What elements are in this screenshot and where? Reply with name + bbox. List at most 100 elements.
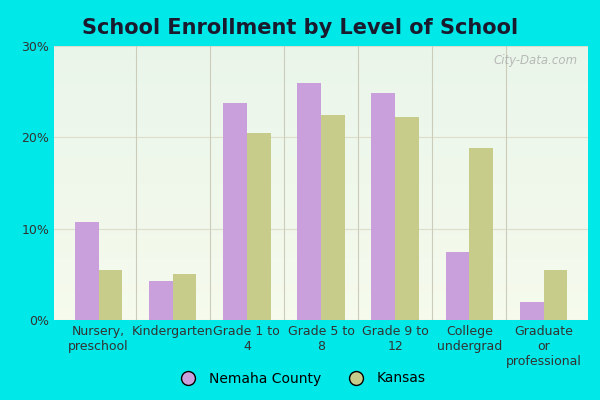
Bar xyxy=(54,68,588,69)
Bar xyxy=(54,52,588,53)
Bar xyxy=(54,142,588,143)
Bar xyxy=(54,269,588,271)
Bar xyxy=(54,75,588,76)
Bar xyxy=(54,146,588,147)
Bar xyxy=(54,130,588,131)
Bar xyxy=(54,195,588,197)
Bar xyxy=(173,274,196,320)
Bar xyxy=(54,295,588,297)
Bar xyxy=(98,270,122,320)
Bar xyxy=(54,209,588,210)
Bar xyxy=(54,234,588,235)
Bar xyxy=(54,102,588,104)
Bar xyxy=(54,290,588,291)
Bar xyxy=(54,73,588,75)
Bar xyxy=(54,132,588,134)
Bar xyxy=(54,254,588,256)
Bar xyxy=(54,65,588,66)
Bar xyxy=(54,174,588,175)
Bar xyxy=(54,220,588,221)
Bar xyxy=(54,112,588,113)
Bar xyxy=(54,56,588,57)
Bar xyxy=(54,136,588,138)
Bar xyxy=(54,60,588,61)
Bar xyxy=(54,66,588,68)
Bar xyxy=(54,143,588,145)
Bar xyxy=(54,134,588,135)
Bar xyxy=(54,208,588,209)
Bar xyxy=(54,110,588,112)
Bar xyxy=(54,172,588,174)
Bar xyxy=(54,278,588,279)
Bar xyxy=(54,168,588,169)
Bar xyxy=(54,212,588,213)
Bar xyxy=(54,87,588,88)
Bar xyxy=(54,127,588,128)
Bar xyxy=(54,272,588,274)
Bar xyxy=(54,153,588,154)
Bar xyxy=(54,53,588,54)
Bar xyxy=(54,271,588,272)
Bar xyxy=(54,287,588,288)
Bar xyxy=(54,178,588,179)
Bar xyxy=(54,169,588,171)
Bar xyxy=(54,257,588,258)
Bar xyxy=(54,236,588,238)
Bar xyxy=(54,69,588,71)
Bar xyxy=(54,262,588,264)
Bar xyxy=(54,260,588,261)
Bar xyxy=(54,242,588,243)
Bar xyxy=(54,202,588,204)
Bar xyxy=(54,268,588,269)
Bar xyxy=(54,46,588,47)
Bar xyxy=(54,310,588,312)
Bar xyxy=(54,205,588,206)
Bar xyxy=(54,157,588,158)
Bar xyxy=(54,294,588,295)
Bar xyxy=(54,297,588,298)
Bar xyxy=(54,312,588,313)
Bar xyxy=(54,247,588,249)
Bar xyxy=(54,175,588,176)
Bar xyxy=(54,184,588,186)
Bar xyxy=(54,79,588,80)
Bar xyxy=(54,302,588,304)
Bar xyxy=(54,91,588,92)
Bar xyxy=(54,316,588,317)
Bar xyxy=(54,123,588,124)
Bar xyxy=(54,149,588,150)
Bar xyxy=(54,238,588,239)
Bar xyxy=(54,249,588,250)
Bar xyxy=(54,204,588,205)
Bar xyxy=(54,86,588,87)
Bar xyxy=(54,165,588,166)
Bar xyxy=(54,243,588,245)
Bar xyxy=(54,210,588,212)
Bar xyxy=(54,230,588,231)
Bar xyxy=(54,188,588,190)
Bar xyxy=(54,180,588,182)
Bar xyxy=(54,252,588,253)
Bar xyxy=(54,61,588,62)
Bar xyxy=(54,308,588,309)
Bar xyxy=(54,139,588,140)
Bar xyxy=(54,49,588,50)
Bar xyxy=(395,117,419,320)
Bar xyxy=(54,120,588,121)
Bar xyxy=(54,306,588,308)
Bar xyxy=(54,200,588,201)
Bar xyxy=(54,246,588,247)
Bar xyxy=(544,270,567,320)
Bar xyxy=(54,231,588,232)
Bar xyxy=(54,283,588,284)
Bar xyxy=(54,128,588,130)
Bar xyxy=(54,101,588,102)
Bar xyxy=(54,152,588,153)
Bar xyxy=(54,190,588,191)
Bar xyxy=(54,304,588,305)
Bar xyxy=(247,133,271,320)
Bar xyxy=(54,224,588,226)
Bar xyxy=(54,282,588,283)
Bar xyxy=(54,194,588,195)
Bar xyxy=(54,78,588,79)
